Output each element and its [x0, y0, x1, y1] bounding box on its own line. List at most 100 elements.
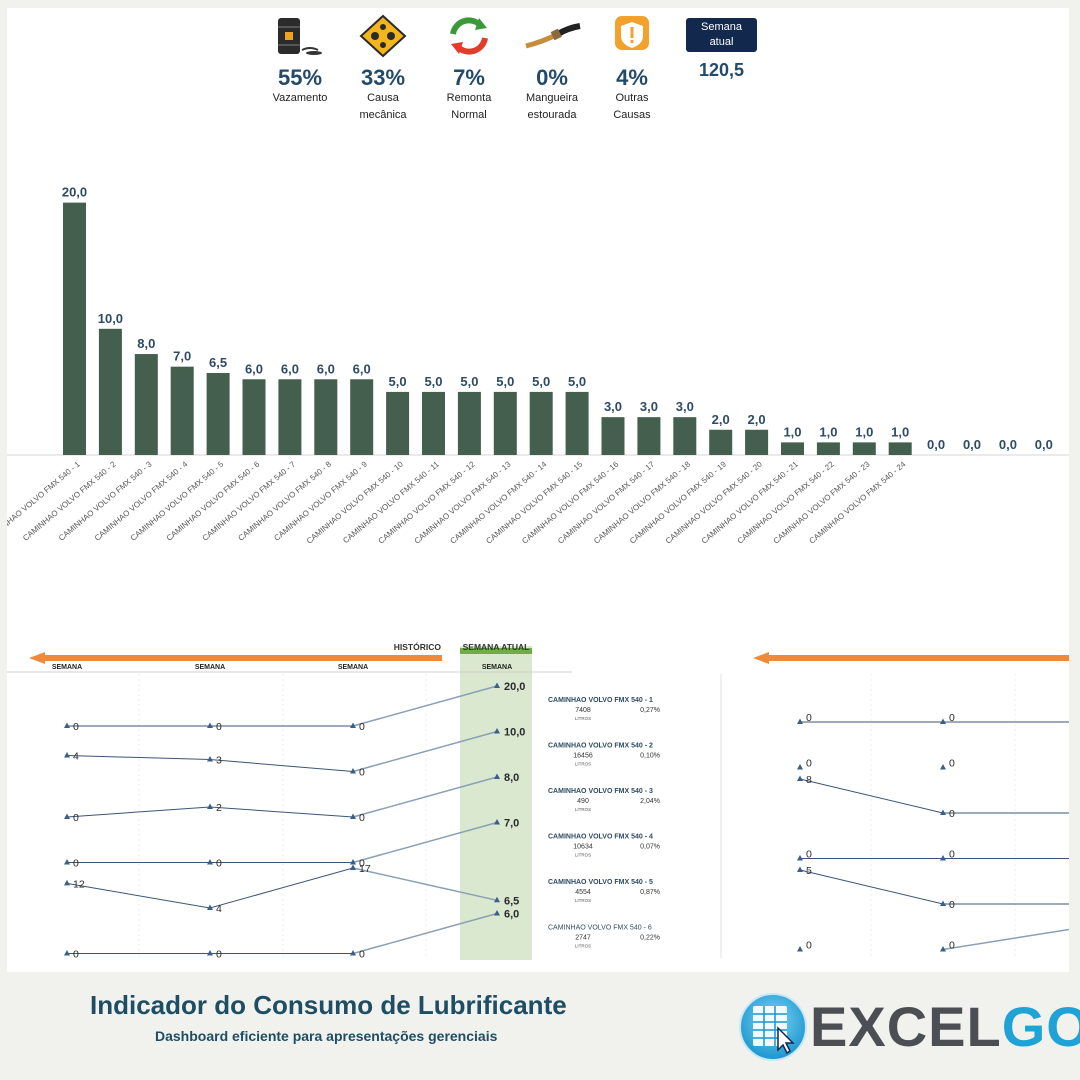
data-point-marker	[797, 866, 803, 872]
bar	[63, 202, 86, 455]
data-point-label: 0	[216, 949, 222, 961]
brand-wordmark-go: GO	[1001, 995, 1080, 1058]
data-point-marker	[494, 773, 500, 779]
data-point-marker	[494, 896, 500, 903]
data-point-marker	[494, 819, 500, 825]
liters-unit: LITROS	[575, 807, 591, 812]
vehicle-name: CAMINHAO VOLVO FMX 540 - 2	[548, 743, 653, 750]
bar	[816, 442, 840, 455]
data-point-label: 0	[359, 949, 365, 961]
bar	[422, 391, 445, 455]
liters-unit: LITROS	[575, 762, 591, 767]
data-point-label: 7,0	[504, 818, 519, 830]
data-point-marker	[207, 950, 213, 956]
bar	[781, 442, 804, 455]
current-week-label-line2: atual	[709, 36, 734, 48]
data-point-label: 0	[806, 940, 812, 952]
vehicle-liters: 10634	[573, 844, 593, 851]
data-point-marker	[64, 752, 70, 758]
data-point-label: 0	[73, 812, 79, 824]
data-point-marker	[64, 950, 70, 956]
data-point-label: 20,0	[504, 681, 525, 693]
kpi-label: Normal	[451, 109, 487, 121]
liters-unit: LITROS	[575, 853, 591, 858]
kpi-label: mecânica	[359, 109, 407, 121]
oil-barrel-icon	[260, 12, 340, 62]
vehicle-name: CAMINHAO VOLVO FMX 540 - 3	[548, 788, 653, 795]
data-point-marker	[797, 718, 803, 724]
brand-wordmark: EXCELGO	[810, 994, 1080, 1060]
bar	[888, 442, 912, 455]
liters-unit: LITROS	[575, 898, 591, 903]
kpi-percentage: 55%	[277, 65, 323, 90]
vehicle-share: 0,22%	[640, 935, 660, 942]
kpi-label: Remonta	[446, 92, 492, 104]
bar-value-label: 3,0	[604, 399, 622, 414]
week-column-header: SEMANA	[482, 664, 512, 671]
kpi-label: Mangueira	[526, 92, 578, 104]
weekly-history-chart: HISTÓRICO SEMANA ATUAL SEMANA SEMANA SEMANA S…	[7, 641, 660, 961]
data-point-label: 4	[216, 903, 222, 915]
data-point-label: 0	[359, 721, 365, 733]
bar-value-label: 1,0	[819, 424, 837, 439]
history-arrow	[43, 655, 442, 661]
data-point-marker	[350, 859, 356, 865]
bar-value-label: 7,0	[173, 349, 191, 364]
bar	[98, 328, 122, 455]
bar-value-label: 5,0	[389, 374, 407, 389]
bar	[601, 417, 625, 455]
data-point-label: 17	[359, 863, 371, 875]
vehicle-share: 0,07%	[640, 844, 660, 851]
kpi-label: Vazamento	[272, 92, 328, 104]
bar	[314, 379, 338, 455]
kpi-card: 33% Causa mecânica	[343, 12, 423, 123]
data-point-label: 10,0	[504, 727, 525, 739]
bar-value-label: 2,0	[712, 412, 730, 427]
trend-line	[352, 776, 498, 818]
vehicle-share: 0,10%	[640, 753, 660, 760]
bar-value-label: 6,5	[209, 355, 227, 370]
data-point-marker	[207, 722, 213, 728]
data-point-marker	[940, 764, 946, 770]
data-point-marker	[494, 682, 500, 688]
sparkline-row: 0 0 0 6,0 CAMINHAO VOLVO FMX 540 - 6 2747 0,22…	[64, 909, 660, 961]
sparkline-row: 80	[797, 774, 1069, 820]
current-week-column	[460, 646, 532, 960]
vehicle-share: 0,87%	[640, 889, 660, 896]
footer-title: Indicador do Consumo de Lubrificante	[90, 990, 567, 1020]
vehicle-liters: 490	[577, 798, 589, 805]
kpi-label: Causa	[367, 92, 399, 104]
bar-value-label: 1,0	[783, 424, 801, 439]
current-week-badge: Semana atual	[686, 18, 757, 52]
bar-value-label: 5,0	[568, 374, 586, 389]
bar-value-label: 0,0	[1035, 437, 1053, 452]
bar-value-label: 6,0	[281, 361, 299, 376]
vehicle-liters: 2747	[575, 935, 591, 942]
bar-value-label: 6,0	[245, 361, 263, 376]
sparkline-row: 4 3 0 10,0 CAMINHAO VOLVO FMX 540 - 2 16456 0,…	[64, 727, 660, 779]
data-point-label: 0	[949, 849, 955, 861]
trend-line	[352, 867, 498, 902]
kpi-percentage: 33%	[360, 65, 406, 90]
bar-value-label: 6,0	[353, 361, 371, 376]
data-point-marker	[207, 904, 213, 910]
current-week-value: 120,5	[698, 60, 745, 80]
bar	[170, 366, 194, 455]
data-point-label: 0	[73, 858, 79, 870]
data-point-label: 0	[359, 812, 365, 824]
bar	[529, 391, 553, 455]
kpi-card: 55% Vazamento	[260, 12, 340, 106]
data-point-label: 2	[216, 802, 222, 814]
data-point-label: 0	[359, 858, 365, 870]
bar-value-label: 6,0	[317, 361, 335, 376]
data-point-label: 0	[73, 721, 79, 733]
current-week-label-line1: Semana	[701, 21, 742, 33]
liters-unit: LITROS	[575, 944, 591, 949]
bar	[457, 391, 481, 455]
bar	[673, 417, 697, 455]
kpi-card: 7% Remonta Normal	[429, 12, 509, 123]
